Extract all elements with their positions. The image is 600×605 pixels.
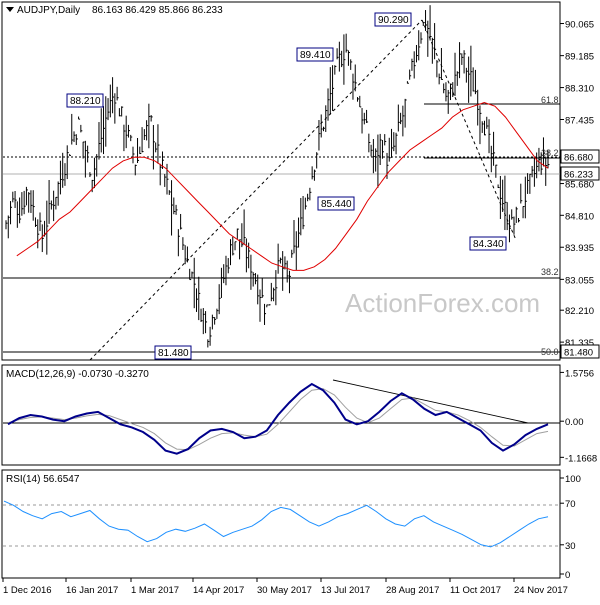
macd-panel-frame [1,364,561,466]
price-marker-label: 84.340 [473,239,504,250]
axis-ticks [560,23,564,343]
macd-title: MACD(12,26,9) -0.0730 -0.3270 [6,369,149,380]
price-marker-box [317,196,355,211]
symbol-title: AUDJPY,Daily [17,5,80,16]
x-axis-label: 28 Aug 2017 [386,585,439,596]
moving-average-line [16,101,549,271]
x-axis-label: 1 Mar 2017 [131,585,179,596]
rsi-axis-labels: 100 70 30 0 [560,474,581,581]
rsi-title: RSI(14) 56.6547 [6,474,80,485]
chart-header: AUDJPY,Daily 86.163 86.429 85.866 86.233 [6,5,223,16]
price-marker-label: 88.210 [70,96,101,107]
x-axis-label: 14 Apr 2017 [193,585,244,596]
trendline-down [421,19,517,241]
x-axis-label: 13 Jul 2017 [321,585,370,596]
watermark: ActionForex.com [345,288,540,318]
x-axis-label: 24 Nov 2017 [514,585,568,596]
price-marker-label: 89.410 [300,50,331,61]
price-axis-label: 90.065 [565,20,594,31]
price-marker-box [154,345,192,360]
x-axis-label: 30 May 2017 [257,585,312,596]
price-axis-label: 84.810 [565,211,594,222]
macd-axis-label: 1.5756 [565,368,594,379]
rsi-axis-label: 100 [565,474,581,485]
fib-label-38-2-upper: 38.2 [541,148,559,158]
macd-main-line [7,382,549,455]
price-axis-label: 83.935 [565,243,594,254]
price-bars [5,5,550,348]
price-axis-label: 82.210 [565,306,594,317]
rsi-axis-label: 30 [565,541,576,552]
level-price-box [560,149,600,164]
price-axis-label: 88.310 [565,84,594,95]
macd-trendline [332,379,529,424]
rsi-panel-frame [1,469,561,579]
level-price-box [560,166,600,181]
level-price-box [560,344,600,359]
fib-label-38-2-lower: 38.2 [541,267,559,277]
rsi-axis-label: 70 [565,499,576,510]
price-marker-label: 81.480 [158,348,189,359]
x-axis-label: 11 Oct 2017 [450,585,501,596]
price-panel-frame [1,1,561,361]
price-marker-box [374,12,412,27]
right-level-boxes: 86.680 86.233 81.480 [560,149,600,359]
price-markers: 88.210 89.410 90.290 85.440 84.340 81.480 [66,12,507,360]
price-marker-box [66,93,104,108]
trendline-up [89,19,423,361]
price-marker-label: 85.440 [321,199,352,210]
price-axis-label: 85.680 [565,180,594,191]
x-axis-label: 16 Jan 2017 [66,585,118,596]
price-axis-label: 87.435 [565,116,594,127]
rsi-line [3,500,549,548]
macd-signal-line [7,388,549,451]
price-marker-box [469,236,507,251]
price-axis-label: 83.055 [565,275,594,286]
x-axis-label: 1 Dec 2016 [3,585,52,596]
macd-axis-label: -1.1668 [565,453,597,464]
rsi-axis-label: 0 [565,570,570,581]
price-axis-labels: 90.065 89.185 88.310 87.435 85.680 84.810 83.9… [565,20,594,350]
level-price-label: 81.480 [564,348,593,359]
price-marker-box [296,47,334,62]
fib-label-50-0: 50.0 [541,347,559,357]
ohlc-values: 86.163 86.429 85.866 86.233 [92,5,223,16]
level-price-label: 86.680 [564,153,593,164]
price-marker-label: 90.290 [378,15,409,26]
price-axis-label: 81.335 [565,338,594,349]
dropdown-triangle-icon [6,7,14,12]
level-price-label: 86.233 [564,170,593,181]
x-axis-labels: 1 Dec 2016 16 Jan 2017 1 Mar 2017 14 Apr 20… [2,578,568,596]
price-axis-label: 89.185 [565,52,594,63]
macd-axis-label: 0.00 [565,417,584,428]
macd-axis-labels: 1.5756 0.00 -1.1668 [560,368,597,464]
fib-label-61-8: 61.8 [541,95,559,105]
